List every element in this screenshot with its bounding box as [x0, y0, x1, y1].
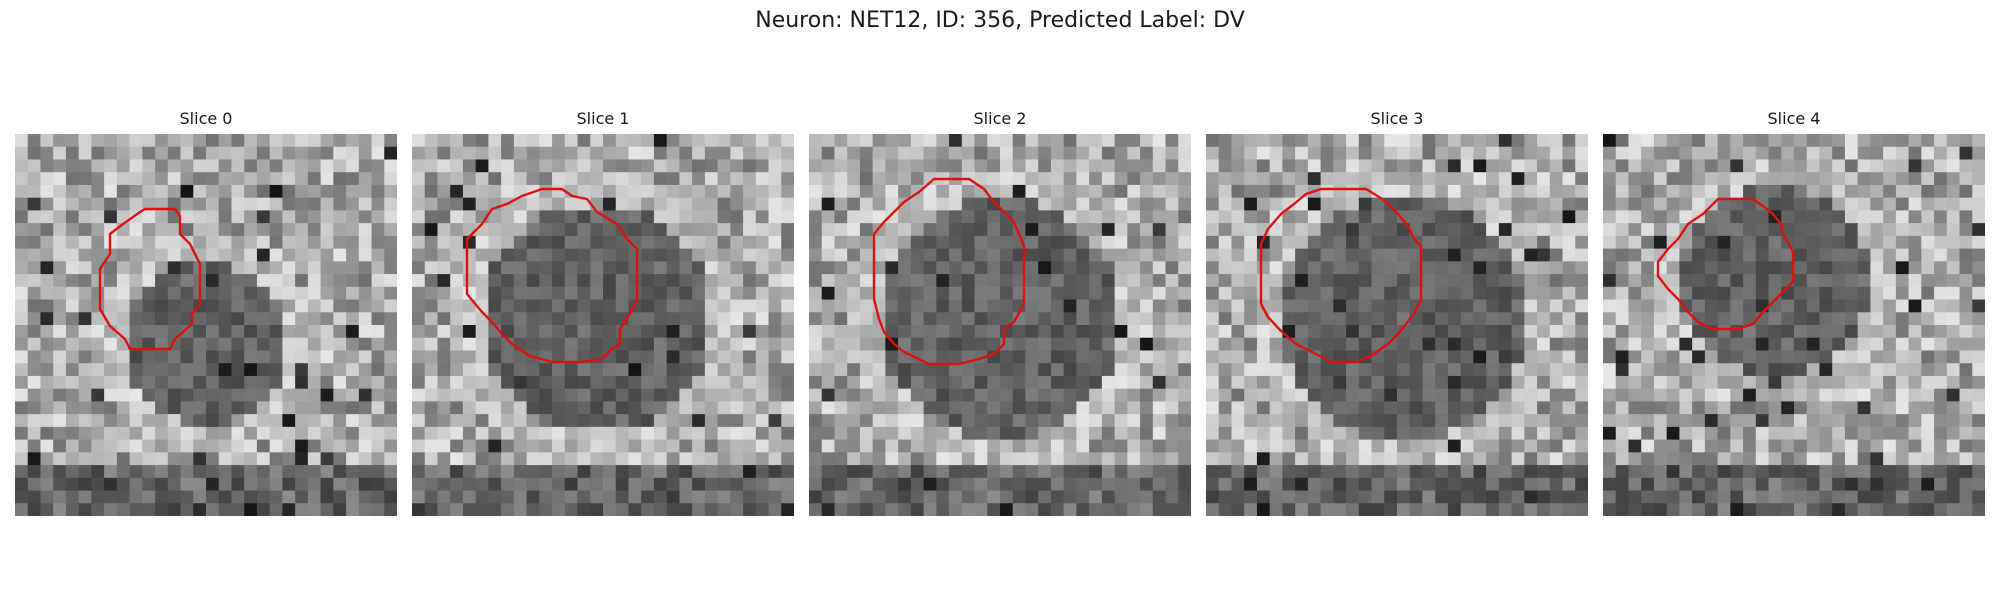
- roi-contour: [1656, 197, 1795, 331]
- slice-image-svg: [412, 134, 794, 516]
- roi-contour: [1259, 187, 1423, 364]
- slice-panel-0: Slice 0: [15, 108, 397, 516]
- slice-title: Slice 4: [1767, 109, 1821, 128]
- slice-image-svg: [1206, 134, 1588, 516]
- slice-panel-1: Slice 1: [412, 108, 794, 516]
- slice-panel-2: Slice 2: [809, 108, 1191, 516]
- slice-image: [809, 134, 1191, 516]
- slice-title: Slice 1: [576, 109, 630, 128]
- slice-image: [412, 134, 794, 516]
- slice-title: Slice 3: [1370, 109, 1424, 128]
- slice-image-svg: [809, 134, 1191, 516]
- slice-title: Slice 2: [973, 109, 1027, 128]
- slice-image: [1603, 134, 1985, 516]
- slice-image: [1206, 134, 1588, 516]
- slice-panel-4: Slice 4: [1603, 108, 1985, 516]
- slice-image: [15, 134, 397, 516]
- roi-contour: [98, 207, 202, 351]
- figure-title: Neuron: NET12, ID: 356, Predicted Label:…: [755, 8, 1245, 33]
- slice-image-svg: [1603, 134, 1985, 516]
- slice-title: Slice 0: [179, 109, 233, 128]
- roi-contour: [872, 177, 1026, 366]
- slice-image-svg: [15, 134, 397, 516]
- slice-panel-3: Slice 3: [1206, 108, 1588, 516]
- roi-contour: [465, 187, 639, 364]
